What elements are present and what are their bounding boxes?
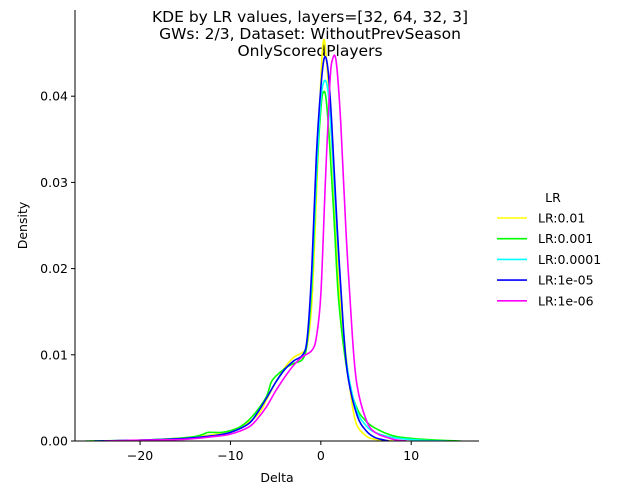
legend-entry-label: LR:0.001	[538, 231, 593, 246]
y-tick-label: 0.02	[40, 261, 68, 276]
y-axis-label: Density	[15, 201, 30, 249]
legend-entry-label: LR:1e-06	[538, 293, 594, 308]
legend-entry-label: LR:0.01	[538, 211, 585, 226]
chart-title: KDE by LR values, layers=[32, 64, 32, 3]…	[152, 8, 468, 60]
legend-entry-label: LR:1e-05	[538, 273, 594, 288]
x-axis-ticks: −20 −10 0 10	[127, 441, 419, 463]
kde-series-line	[85, 90, 462, 441]
legend: LR LR:0.01 LR:0.001 LR:0.0001 LR:1e-05 LR:1e…	[497, 190, 601, 308]
chart-title-line: GWs: 2/3, Dataset: WithoutPrevSeason	[159, 25, 461, 43]
x-axis-label: Delta	[260, 470, 293, 485]
kde-series-line	[89, 38, 394, 441]
y-tick-label: 0.00	[40, 434, 68, 449]
x-tick-label: 10	[403, 448, 419, 463]
y-tick-label: 0.03	[40, 175, 68, 190]
x-tick-label: −10	[217, 448, 243, 463]
chart-title-line: OnlyScoredPlayers	[237, 42, 382, 60]
legend-entry-label: LR:0.0001	[538, 252, 601, 267]
chart-title-line: KDE by LR values, layers=[32, 64, 32, 3]	[152, 8, 468, 26]
x-tick-label: 0	[317, 448, 325, 463]
kde-series-line	[103, 54, 408, 441]
axes	[74, 10, 479, 442]
x-tick-label: −20	[127, 448, 153, 463]
kde-series-line	[94, 55, 390, 441]
y-tick-label: 0.04	[40, 89, 68, 104]
legend-title: LR	[545, 190, 561, 205]
y-axis-ticks: 0.00 0.01 0.02 0.03 0.04	[40, 89, 75, 449]
kde-curves	[85, 38, 462, 441]
kde-series-line	[94, 79, 449, 441]
y-tick-label: 0.01	[40, 347, 68, 362]
